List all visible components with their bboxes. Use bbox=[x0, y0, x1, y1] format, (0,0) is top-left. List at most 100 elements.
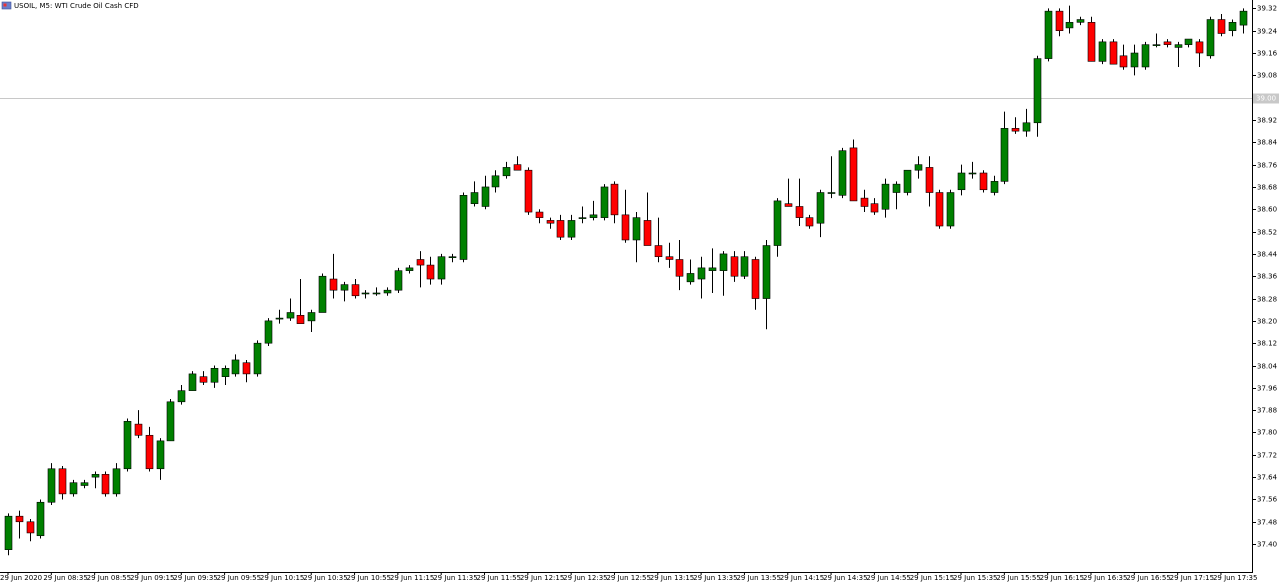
candle-body bbox=[36, 501, 45, 537]
candle-body bbox=[589, 214, 598, 218]
candle-body bbox=[1000, 128, 1009, 182]
candle-body bbox=[849, 147, 858, 202]
candle-body bbox=[546, 220, 555, 224]
y-tick-label: 39.16 bbox=[1257, 50, 1278, 58]
candle-body bbox=[1163, 41, 1172, 45]
y-tick-label: 39.08 bbox=[1257, 72, 1277, 80]
chart-title: USOIL, M5: WTI Crude Oil Cash CFD bbox=[14, 2, 139, 10]
x-tick-label: 29 Jun 08:35 bbox=[43, 574, 87, 582]
candle-body bbox=[351, 284, 360, 297]
candle-body bbox=[1239, 10, 1248, 26]
candle-body bbox=[1152, 44, 1161, 46]
candle-body bbox=[925, 167, 934, 193]
candle-body bbox=[145, 434, 154, 470]
x-tick-label: 29 Jun 14:15 bbox=[780, 574, 824, 582]
candle-body bbox=[600, 186, 609, 218]
x-tick-label: 29 Jun 17:35 bbox=[1213, 574, 1257, 582]
y-tick-label: 38.20 bbox=[1257, 318, 1277, 326]
candle-body bbox=[730, 256, 739, 277]
x-tick-label: 29 Jun 17:15 bbox=[1170, 574, 1214, 582]
candle-body bbox=[1141, 44, 1150, 68]
y-tick-label: 39.32 bbox=[1257, 5, 1277, 13]
x-tick-label: 29 Jun 11:15 bbox=[390, 574, 434, 582]
candle-body bbox=[459, 195, 468, 260]
candle-body bbox=[502, 167, 511, 177]
candle-body bbox=[448, 256, 457, 259]
x-tick-label: 29 Jun 09:55 bbox=[217, 574, 261, 582]
x-tick-label: 29 Jun 12:35 bbox=[563, 574, 607, 582]
price-label: 39.00 bbox=[1256, 95, 1276, 103]
x-tick-label: 29 Jun 14:55 bbox=[866, 574, 910, 582]
candle-body bbox=[58, 468, 67, 495]
x-tick-label: 29 Jun 15:15 bbox=[910, 574, 954, 582]
x-tick-label: 29 Jun 16:15 bbox=[1040, 574, 1084, 582]
candle-body bbox=[329, 278, 338, 291]
candle-body bbox=[1217, 19, 1226, 34]
candle-body bbox=[675, 259, 684, 277]
candle-body bbox=[1044, 10, 1053, 59]
candle-body bbox=[524, 169, 533, 213]
candle-body bbox=[177, 390, 186, 403]
y-tick-label: 37.88 bbox=[1257, 407, 1277, 415]
candle-body bbox=[166, 401, 175, 442]
candle-body bbox=[762, 245, 771, 299]
candle-body bbox=[1065, 22, 1074, 29]
candle-body bbox=[318, 275, 327, 313]
candle-body bbox=[416, 259, 425, 266]
y-tick-label: 37.48 bbox=[1257, 519, 1277, 527]
candle-body bbox=[1174, 44, 1183, 48]
candle-body bbox=[4, 515, 13, 550]
candle-body bbox=[383, 289, 392, 294]
price-label-box bbox=[1253, 93, 1279, 104]
candle-body bbox=[156, 440, 165, 470]
y-tick-label: 38.28 bbox=[1257, 296, 1277, 304]
y-tick-label: 37.64 bbox=[1257, 474, 1278, 482]
candle-body bbox=[253, 342, 262, 375]
candle-body bbox=[827, 192, 836, 194]
candle-body bbox=[903, 169, 912, 193]
candle-body bbox=[1087, 22, 1096, 62]
candle-body bbox=[405, 267, 414, 271]
candle-body bbox=[860, 197, 869, 207]
candle-body bbox=[307, 312, 316, 322]
candle-body bbox=[979, 172, 988, 191]
candle-body bbox=[1011, 128, 1020, 132]
candle-body bbox=[296, 314, 305, 324]
candle-body bbox=[686, 273, 695, 283]
candle-body bbox=[697, 267, 706, 280]
candle-body bbox=[957, 172, 966, 191]
candle-body bbox=[816, 192, 825, 224]
candle-body bbox=[805, 217, 814, 227]
candle-body bbox=[795, 206, 804, 218]
candle-body bbox=[286, 312, 295, 319]
x-tick-label: 29 Jun 10:15 bbox=[260, 574, 304, 582]
x-tick-label: 29 Jun 12:55 bbox=[606, 574, 650, 582]
y-tick-label: 37.80 bbox=[1257, 429, 1277, 437]
x-tick-label: 29 Jun 14:35 bbox=[823, 574, 867, 582]
x-tick-label: 29 Jun 11:55 bbox=[477, 574, 521, 582]
candle-body bbox=[719, 253, 728, 271]
candle-body bbox=[610, 183, 619, 216]
candle-body bbox=[643, 220, 652, 246]
candle-body bbox=[870, 203, 879, 213]
y-tick-label: 37.72 bbox=[1257, 452, 1277, 460]
y-tick-label: 37.56 bbox=[1257, 496, 1278, 504]
candle-body bbox=[513, 164, 522, 171]
candle-body bbox=[426, 264, 435, 280]
candle-body bbox=[654, 245, 663, 258]
candle-body bbox=[1119, 55, 1128, 68]
candle-body bbox=[535, 211, 544, 218]
x-tick-label: 29 Jun 10:35 bbox=[303, 574, 347, 582]
candle-body bbox=[990, 181, 999, 193]
y-tick-label: 38.84 bbox=[1257, 139, 1278, 147]
candle-body bbox=[914, 164, 923, 171]
candle-body bbox=[1206, 19, 1215, 57]
y-tick-label: 38.68 bbox=[1257, 184, 1277, 192]
candle-body bbox=[80, 482, 89, 486]
candle-body bbox=[892, 183, 901, 193]
y-tick-label: 38.60 bbox=[1257, 206, 1277, 214]
candle-body bbox=[567, 220, 576, 238]
candle-body bbox=[340, 284, 349, 291]
